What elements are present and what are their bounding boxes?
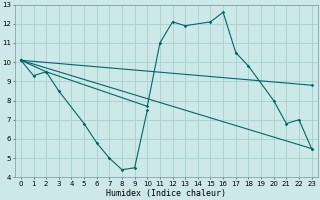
X-axis label: Humidex (Indice chaleur): Humidex (Indice chaleur) (106, 189, 226, 198)
